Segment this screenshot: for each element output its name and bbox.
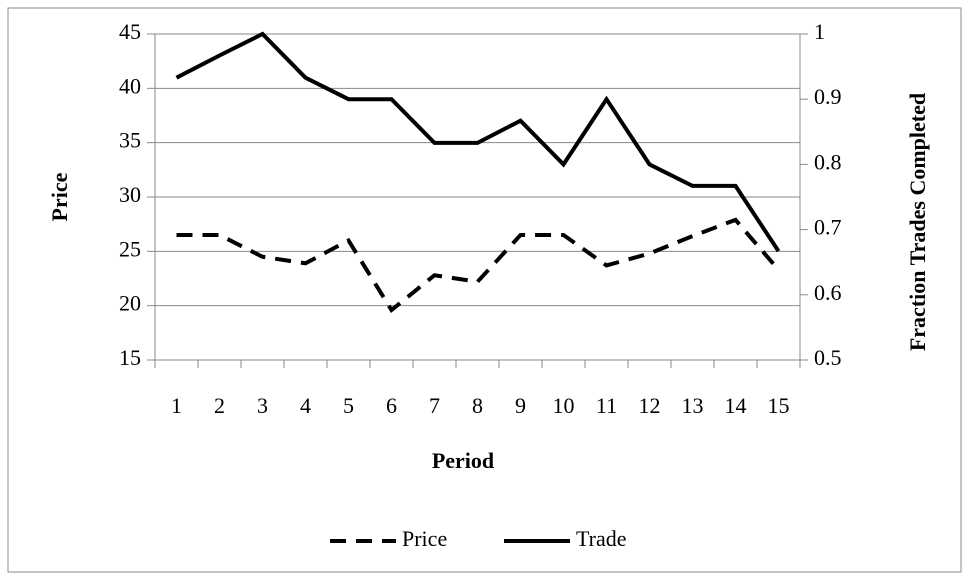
legend-label: Price — [402, 526, 447, 551]
y-tick-label: 25 — [119, 236, 141, 261]
y-tick-label: 45 — [119, 19, 141, 44]
x-tick-label: 3 — [257, 393, 268, 418]
y-tick-label: 30 — [119, 182, 141, 207]
y2-tick-label: 0.8 — [814, 149, 842, 174]
y2-tick-label: 1 — [814, 19, 825, 44]
x-tick-label: 13 — [682, 393, 704, 418]
chart-border — [7, 7, 962, 573]
x-tick-label: 14 — [725, 393, 747, 418]
x-tick-label: 15 — [768, 393, 790, 418]
x-tick-label: 6 — [386, 393, 397, 418]
y2-tick-label: 0.7 — [814, 215, 842, 240]
x-tick-label: 9 — [515, 393, 526, 418]
y-tick-label: 40 — [119, 73, 141, 98]
y-tick-label: 15 — [119, 345, 141, 370]
x-axis-label: Period — [432, 448, 494, 473]
x-tick-label: 10 — [553, 393, 575, 418]
series-line — [176, 217, 781, 313]
legend-label: Trade — [576, 526, 627, 551]
x-tick-label: 5 — [343, 393, 354, 418]
y2-tick-label: 0.5 — [814, 345, 842, 370]
x-tick-label: 11 — [596, 393, 617, 418]
x-tick-label: 1 — [171, 393, 182, 418]
y-tick-label: 35 — [119, 128, 141, 153]
series-line — [175, 31, 781, 253]
y2-tick-label: 0.6 — [814, 280, 842, 305]
x-tick-label: 7 — [429, 393, 440, 418]
x-tick-label: 2 — [214, 393, 225, 418]
y-axis-label: Price — [47, 172, 72, 221]
y2-tick-label: 0.9 — [814, 84, 842, 109]
x-tick-label: 12 — [639, 393, 661, 418]
x-tick-label: 8 — [472, 393, 483, 418]
x-tick-label: 4 — [300, 393, 311, 418]
y-tick-label: 20 — [119, 291, 141, 316]
y2-axis-label: Fraction Trades Completed — [905, 93, 930, 351]
